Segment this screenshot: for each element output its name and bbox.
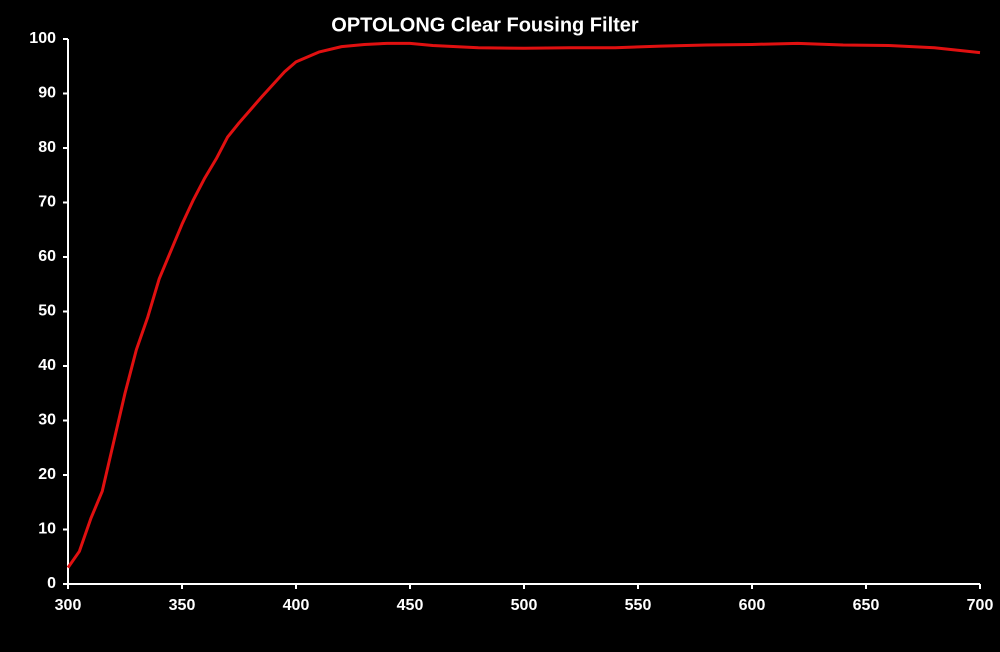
y-tick-label: 10 <box>38 521 56 538</box>
chart-title: OPTOLONG Clear Fousing Filter <box>331 14 639 36</box>
x-tick-label: 450 <box>397 597 424 614</box>
y-tick-label: 90 <box>38 85 56 102</box>
y-tick-label: 20 <box>38 466 56 483</box>
y-tick-label: 80 <box>38 139 56 156</box>
x-tick-label: 600 <box>739 597 766 614</box>
y-tick-label: 100 <box>29 30 56 47</box>
y-tick-label: 40 <box>38 357 56 374</box>
x-tick-label: 650 <box>853 597 880 614</box>
y-tick-label: 50 <box>38 303 56 320</box>
x-tick-label: 350 <box>169 597 196 614</box>
x-tick-label: 400 <box>283 597 310 614</box>
x-tick-label: 700 <box>967 597 994 614</box>
x-tick-label: 300 <box>55 597 82 614</box>
y-tick-label: 30 <box>38 412 56 429</box>
y-tick-label: 70 <box>38 194 56 211</box>
x-tick-label: 550 <box>625 597 652 614</box>
data-line <box>66 41 981 569</box>
y-tick-label: 0 <box>47 575 56 592</box>
y-tick-label: 60 <box>38 248 56 265</box>
x-tick-label: 500 <box>511 597 538 614</box>
